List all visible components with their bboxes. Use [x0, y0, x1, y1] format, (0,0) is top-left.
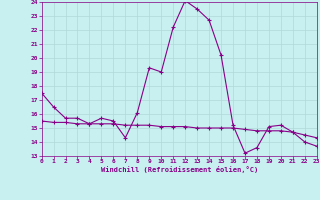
X-axis label: Windchill (Refroidissement éolien,°C): Windchill (Refroidissement éolien,°C)	[100, 166, 258, 173]
